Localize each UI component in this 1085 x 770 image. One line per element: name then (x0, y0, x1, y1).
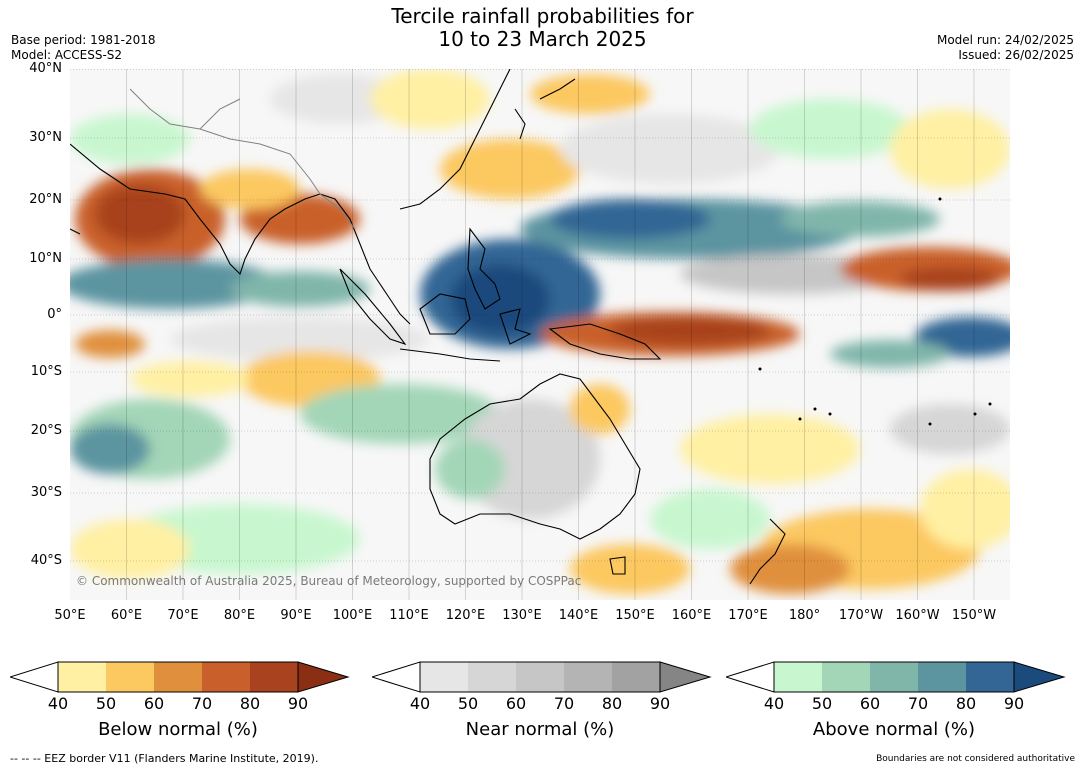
model-name: Model: ACCESS-S2 (11, 48, 123, 62)
lon-label-60e: 60°E (110, 608, 143, 623)
colorbar-below-normal (8, 660, 350, 698)
above-normal-swatch-60-70 (870, 662, 918, 692)
philippines-coast (467, 227, 501, 310)
map-title-line2: 10 to 23 March 2025 (438, 27, 647, 51)
below-normal-tick: 90 (287, 694, 309, 713)
above-normal-tick: 60 (859, 694, 881, 713)
borneo-coast (419, 293, 471, 335)
lon-label-90e: 90°E (280, 608, 312, 623)
near-normal-tick: 60 (505, 694, 527, 713)
above-normal-swatch-50-60 (822, 662, 870, 692)
lat-label-40n: 40°N (29, 61, 62, 76)
near-normal-tick: 50 (457, 694, 479, 713)
india-coast (70, 143, 321, 276)
coastlines (70, 69, 786, 585)
below-normal-swatch-40-50 (58, 662, 106, 692)
copyright-notice: © Commonwealth of Australia 2025, Bureau… (76, 574, 582, 588)
above-normal-label: Above normal (%) (812, 719, 976, 740)
near-normal-swatch-60-70 (516, 662, 564, 692)
lat-label-10s: 10°S (30, 364, 62, 379)
lon-label-160w: 160°W (895, 608, 940, 623)
above-normal-tick: 50 (811, 694, 833, 713)
below-normal-tick: 80 (239, 694, 261, 713)
above-normal-tick: 80 (955, 694, 977, 713)
lon-label-70e: 70°E (167, 608, 199, 623)
below-normal-swatch-80-90 (250, 662, 298, 692)
near-normal-tip (659, 661, 712, 693)
sumatra-coast (339, 268, 407, 346)
near-normal-label: Near normal (%) (465, 719, 615, 740)
above-normal-swatch-40-50 (774, 662, 822, 692)
below-normal-swatch-70-80 (202, 662, 250, 692)
indochina-coast (319, 193, 411, 325)
japan-coast (539, 78, 576, 100)
probability-field (70, 69, 1010, 594)
colorbar-near-normal (370, 660, 712, 698)
near-normal-swatch-40-50 (420, 662, 468, 692)
near-normal-tick: 70 (553, 694, 575, 713)
tasmania-coast (609, 556, 626, 575)
lon-label-80e: 80°E (223, 608, 256, 623)
lon-label-160e: 160°E (671, 608, 712, 623)
lon-label-100e: 100°E (332, 608, 373, 623)
above-normal-tip (1013, 661, 1066, 693)
near-normal-swatch-80-90 (612, 662, 660, 692)
boundaries-disclaimer: Boundaries are not considered authoritat… (876, 754, 1075, 764)
below-normal-tick: 60 (143, 694, 165, 713)
near-normal-swatch-50-60 (468, 662, 516, 692)
base-period: Base period: 1981-2018 (11, 33, 156, 47)
lat-label-equator: 0° (47, 307, 62, 322)
rainfall-probability-map (70, 69, 1010, 600)
near-normal-swatch-70-80 (564, 662, 612, 692)
pacific-islands (758, 197, 992, 426)
issued-date: Issued: 26/02/2025 (958, 48, 1074, 62)
lat-label-20n: 20°N (29, 192, 62, 207)
lat-label-30s: 30°S (30, 485, 62, 500)
colorbar-above-normal (724, 660, 1066, 698)
new-guinea-coast (548, 323, 662, 360)
below-normal-tick: 40 (47, 694, 69, 713)
above-normal-tick: 40 (763, 694, 785, 713)
lon-label-170e: 170°E (728, 608, 768, 623)
sulawesi-coast (499, 308, 532, 345)
australia-coast (429, 373, 641, 540)
below-normal-label: Below normal (%) (98, 719, 258, 740)
lon-label-150w: 150°W (951, 608, 997, 623)
below-normal-tip (297, 661, 350, 693)
near-normal-tick: 90 (649, 694, 671, 713)
above-normal-swatch-70-80 (918, 662, 966, 692)
near-normal-tick: 40 (409, 694, 431, 713)
lon-label-130e: 130°E (502, 608, 542, 623)
lat-label-30n: 30°N (29, 130, 62, 145)
below-normal-tick: 50 (95, 694, 117, 713)
eez-border-note: -- -- -- EEZ border V11 (Flanders Marine… (10, 752, 319, 765)
below-normal-swatch-50-60 (106, 662, 154, 692)
korea-coast (514, 108, 526, 140)
above-normal-tick: 70 (907, 694, 929, 713)
lon-label-170w: 170°W (838, 608, 884, 623)
lon-label-110e: 110°E (389, 608, 429, 623)
arabia-coast (70, 228, 81, 235)
country-borders (129, 88, 356, 230)
lon-label-50e: 50°E (54, 608, 86, 623)
new-zealand-coast (749, 518, 786, 585)
model-run: Model run: 24/02/2025 (936, 33, 1074, 47)
java-coast (399, 348, 501, 362)
lon-label-120e: 120°E (445, 608, 486, 623)
lon-label-180: 180° (788, 608, 821, 623)
map-title-line1: Tercile rainfall probabilities for (391, 4, 694, 28)
lat-label-40s: 40°S (30, 553, 62, 568)
china-coast (399, 69, 511, 210)
lat-label-20s: 20°S (30, 423, 62, 438)
below-normal-tick: 70 (191, 694, 213, 713)
lon-label-150e: 150°E (615, 608, 655, 623)
lat-label-10n: 10°N (29, 251, 62, 266)
lon-label-140e: 140°E (558, 608, 599, 623)
graticule (70, 69, 1010, 562)
above-normal-tick: 90 (1003, 694, 1025, 713)
below-normal-swatch-60-70 (154, 662, 202, 692)
above-normal-swatch-80-90 (966, 662, 1014, 692)
near-normal-tick: 80 (601, 694, 623, 713)
